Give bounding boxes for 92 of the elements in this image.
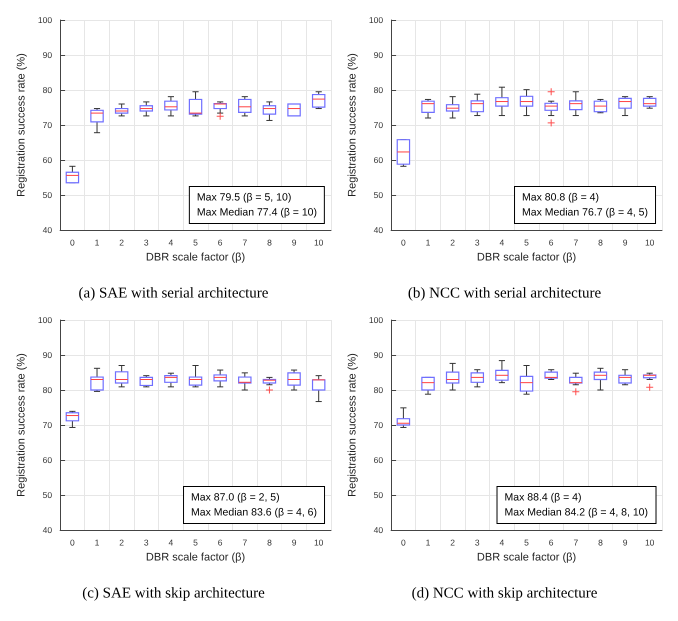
y-tick-label: 60 bbox=[42, 155, 52, 165]
x-tick-label: 8 bbox=[598, 238, 604, 248]
x-tick-label: 6 bbox=[548, 538, 554, 548]
y-tick-label: 50 bbox=[374, 490, 384, 500]
annotation: Max Median 77.4 (β = 10) bbox=[196, 206, 317, 218]
x-tick-label: 4 bbox=[500, 238, 505, 248]
x-tick-label: 0 bbox=[401, 238, 406, 248]
x-tick-label: 1 bbox=[426, 238, 431, 248]
x-tick-label: 10 bbox=[314, 538, 324, 548]
y-tick-label: 100 bbox=[368, 15, 384, 25]
y-tick-label: 40 bbox=[374, 525, 384, 535]
y-tick-label: 50 bbox=[374, 190, 384, 200]
x-tick-label: 3 bbox=[144, 538, 149, 548]
y-tick-label: 100 bbox=[38, 315, 52, 325]
x-tick-label: 4 bbox=[500, 538, 505, 548]
y-tick-label: 70 bbox=[374, 120, 384, 130]
text: (b) NCC with serial architecture bbox=[408, 286, 602, 302]
x-tick-label: 1 bbox=[426, 538, 431, 548]
y-tick-label: 80 bbox=[374, 85, 384, 95]
x-tick-label: 0 bbox=[70, 238, 76, 248]
y-tick-label: 60 bbox=[374, 155, 384, 165]
y-tick-label: 80 bbox=[42, 85, 52, 95]
x-tick-label: 0 bbox=[70, 538, 76, 548]
x-tick-label: 1 bbox=[94, 538, 100, 548]
x-tick-label: 10 bbox=[314, 238, 324, 248]
text: (a) SAE with serial architecture bbox=[78, 286, 269, 302]
x-tick-label: 0 bbox=[401, 538, 406, 548]
y-tick-label: 80 bbox=[374, 385, 384, 395]
x-tick-label: 10 bbox=[644, 238, 655, 248]
x-tick-label: 5 bbox=[524, 538, 530, 548]
y-axis-title: Registration success rate (%) bbox=[346, 353, 358, 497]
y-tick-label: 90 bbox=[42, 50, 52, 60]
y-axis-title: Registration success rate (%) bbox=[16, 53, 28, 197]
y-tick-label: 70 bbox=[42, 120, 52, 130]
y-tick-label: 100 bbox=[38, 15, 52, 25]
x-tick-label: 3 bbox=[474, 538, 480, 548]
x-axis-title: DBR scale factor (β) bbox=[476, 552, 576, 564]
x-tick-label: 7 bbox=[573, 538, 578, 548]
y-axis-title: Registration success rate (%) bbox=[346, 53, 358, 197]
x-tick-label: 1 bbox=[94, 238, 100, 248]
x-tick-label: 6 bbox=[218, 238, 223, 248]
annotation: Max 79.5 (β = 5, 10) bbox=[196, 192, 292, 204]
x-tick-label: 8 bbox=[267, 238, 272, 248]
annotation: Max Median 83.6 (β = 4, 6) bbox=[191, 506, 318, 518]
y-tick-label: 60 bbox=[42, 455, 52, 465]
y-tick-label: 70 bbox=[42, 420, 52, 430]
annotation: Max 87.0 (β = 2, 5) bbox=[191, 492, 280, 504]
x-tick-label: 7 bbox=[242, 538, 248, 548]
x-tick-label: 2 bbox=[450, 538, 456, 548]
y-axis-title: Registration success rate (%) bbox=[16, 353, 28, 497]
text: (d) NCC with skip architecture bbox=[412, 586, 598, 602]
x-tick-label: 5 bbox=[524, 238, 530, 248]
x-tick-label: 6 bbox=[218, 538, 223, 548]
x-tick-label: 7 bbox=[242, 238, 248, 248]
x-tick-label: 5 bbox=[193, 238, 198, 248]
x-tick-label: 8 bbox=[598, 538, 604, 548]
y-tick-label: 90 bbox=[42, 350, 52, 360]
y-tick-label: 50 bbox=[42, 190, 52, 200]
y-tick-label: 90 bbox=[374, 350, 384, 360]
x-tick-label: 5 bbox=[193, 538, 198, 548]
annotation: Max 80.8 (β = 4) bbox=[522, 192, 599, 204]
x-tick-label: 6 bbox=[548, 238, 554, 248]
y-tick-label: 60 bbox=[374, 455, 384, 465]
x-tick-label: 9 bbox=[292, 238, 297, 248]
x-tick-label: 10 bbox=[644, 538, 655, 548]
x-tick-label: 9 bbox=[622, 238, 628, 248]
x-tick-label: 7 bbox=[573, 238, 578, 248]
y-tick-label: 90 bbox=[374, 50, 384, 60]
y-tick-label: 40 bbox=[42, 225, 52, 235]
x-axis-title: DBR scale factor (β) bbox=[146, 252, 246, 264]
annotation: Max Median 76.7 (β = 4, 5) bbox=[522, 206, 648, 218]
x-tick-label: 2 bbox=[119, 238, 124, 248]
text: (c) SAE with skip architecture bbox=[82, 586, 266, 602]
x-tick-label: 3 bbox=[474, 238, 480, 248]
x-tick-label: 2 bbox=[450, 238, 456, 248]
x-tick-label: 2 bbox=[119, 538, 124, 548]
x-axis-title: DBR scale factor (β) bbox=[146, 552, 246, 564]
x-tick-label: 8 bbox=[267, 538, 272, 548]
x-axis-title: DBR scale factor (β) bbox=[476, 252, 576, 264]
x-tick-label: 4 bbox=[168, 238, 174, 248]
annotation: Max Median 84.2 (β = 4, 8, 10) bbox=[504, 506, 648, 518]
x-tick-label: 4 bbox=[168, 538, 174, 548]
annotation: Max 88.4 (β = 4) bbox=[504, 492, 582, 504]
y-tick-label: 70 bbox=[374, 420, 384, 430]
y-tick-label: 40 bbox=[374, 225, 384, 235]
x-tick-label: 3 bbox=[144, 238, 149, 248]
y-tick-label: 40 bbox=[42, 525, 52, 535]
x-tick-label: 9 bbox=[622, 538, 628, 548]
x-tick-label: 9 bbox=[292, 538, 297, 548]
y-tick-label: 100 bbox=[368, 315, 384, 325]
y-tick-label: 50 bbox=[42, 490, 52, 500]
y-tick-label: 80 bbox=[42, 385, 52, 395]
